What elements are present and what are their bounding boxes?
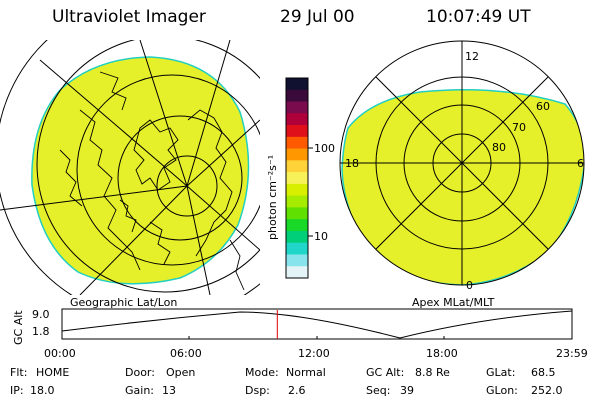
color-bar-segment (286, 242, 308, 256)
title: Ultraviolet Imager (52, 7, 206, 27)
color-bar-segment (286, 207, 308, 220)
altitude-axis-label: GC Alt (12, 310, 25, 345)
altitude-plot: GC Alt 9.0 1.8 00:00 06:00 12:00 18:00 2… (12, 308, 588, 360)
lat-label-60: 60 (536, 100, 550, 113)
color-bar-segment (286, 78, 308, 91)
time-tick-1200: 12:00 (298, 347, 330, 360)
colorbar-unit-label: photon cm⁻²s⁻¹ (266, 155, 279, 240)
time-tick-0000: 00:00 (44, 347, 76, 360)
status-panel: Flt: HOME Door: Open Mode: Normal GC Alt… (10, 366, 563, 397)
status-gain-value: 13 (162, 384, 176, 397)
status-gcalt-key: GC Alt: (366, 366, 404, 379)
status-flt-value: HOME (36, 366, 69, 379)
color-bar-segment (286, 266, 308, 279)
status-glon-key: GLon: (486, 384, 518, 397)
color-bar-segment (286, 254, 308, 267)
status-mode-key: Mode: (245, 366, 279, 379)
time: 10:07:49 UT (426, 7, 531, 27)
status-gain-key: Gain: (125, 384, 154, 397)
lat-label-70: 70 (512, 121, 526, 134)
status-ip-key: IP: (10, 384, 24, 397)
color-bar-segment (286, 230, 308, 244)
mlt-label-6: 6 (577, 157, 584, 170)
alt-tick-1-8: 1.8 (32, 325, 50, 338)
coastlines (59, 71, 245, 291)
status-mode-value: Normal (286, 366, 326, 379)
status-dsp-value: 2.6 (288, 384, 306, 397)
status-gcalt-value: 8.8 Re (415, 366, 450, 379)
lat-lon-grid (0, 40, 260, 295)
time-tick-1800: 18:00 (426, 347, 458, 360)
color-bar-segment (286, 183, 308, 197)
left-auroral-image (31, 56, 250, 285)
color-bar-segment (286, 125, 308, 138)
time-tick-2359: 23:59 (556, 347, 588, 360)
color-bar-segment (286, 172, 308, 185)
apex-map: 12 18 6 0 60 70 80 (339, 40, 585, 292)
right-auroral-image (341, 88, 584, 285)
geographic-map (0, 40, 260, 295)
mlt-label-0: 0 (466, 279, 473, 292)
color-bar-segment (286, 195, 308, 209)
status-glat-value: 68.5 (531, 366, 556, 379)
status-ip-value: 18.0 (30, 384, 55, 397)
color-bar-segment (286, 160, 308, 173)
status-door-value: Open (166, 366, 195, 379)
color-bar (286, 78, 308, 279)
status-seq-key: Seq: (366, 384, 390, 397)
color-bar-segment (286, 148, 308, 161)
color-bar-segment (286, 219, 308, 232)
colorbar-tick-10: 10 (314, 230, 328, 243)
mlt-label-12: 12 (465, 50, 479, 63)
lat-label-80: 80 (492, 141, 506, 154)
apex-caption: Apex MLat/MLT (412, 296, 495, 309)
date: 29 Jul 00 (280, 7, 355, 27)
altitude-curve (61, 310, 573, 339)
alt-tick-9: 9.0 (32, 308, 50, 321)
color-bar-segment (286, 136, 308, 150)
status-dsp-key: Dsp: (245, 384, 270, 397)
color-bar-segment (286, 101, 308, 114)
status-glon-value: 252.0 (531, 384, 563, 397)
status-door-key: Door: (125, 366, 155, 379)
status-flt-key: Flt: (10, 366, 27, 379)
mlt-label-18: 18 (345, 157, 359, 170)
status-seq-value: 39 (400, 384, 414, 397)
color-bar-frame (285, 77, 309, 279)
colorbar-tick-100: 100 (314, 142, 335, 155)
geographic-caption: Geographic Lat/Lon (70, 296, 177, 309)
time-tick-0600: 06:00 (170, 347, 202, 360)
color-bar-segment (286, 89, 308, 103)
status-glat-key: GLat: (486, 366, 515, 379)
color-bar-segment (286, 113, 308, 126)
